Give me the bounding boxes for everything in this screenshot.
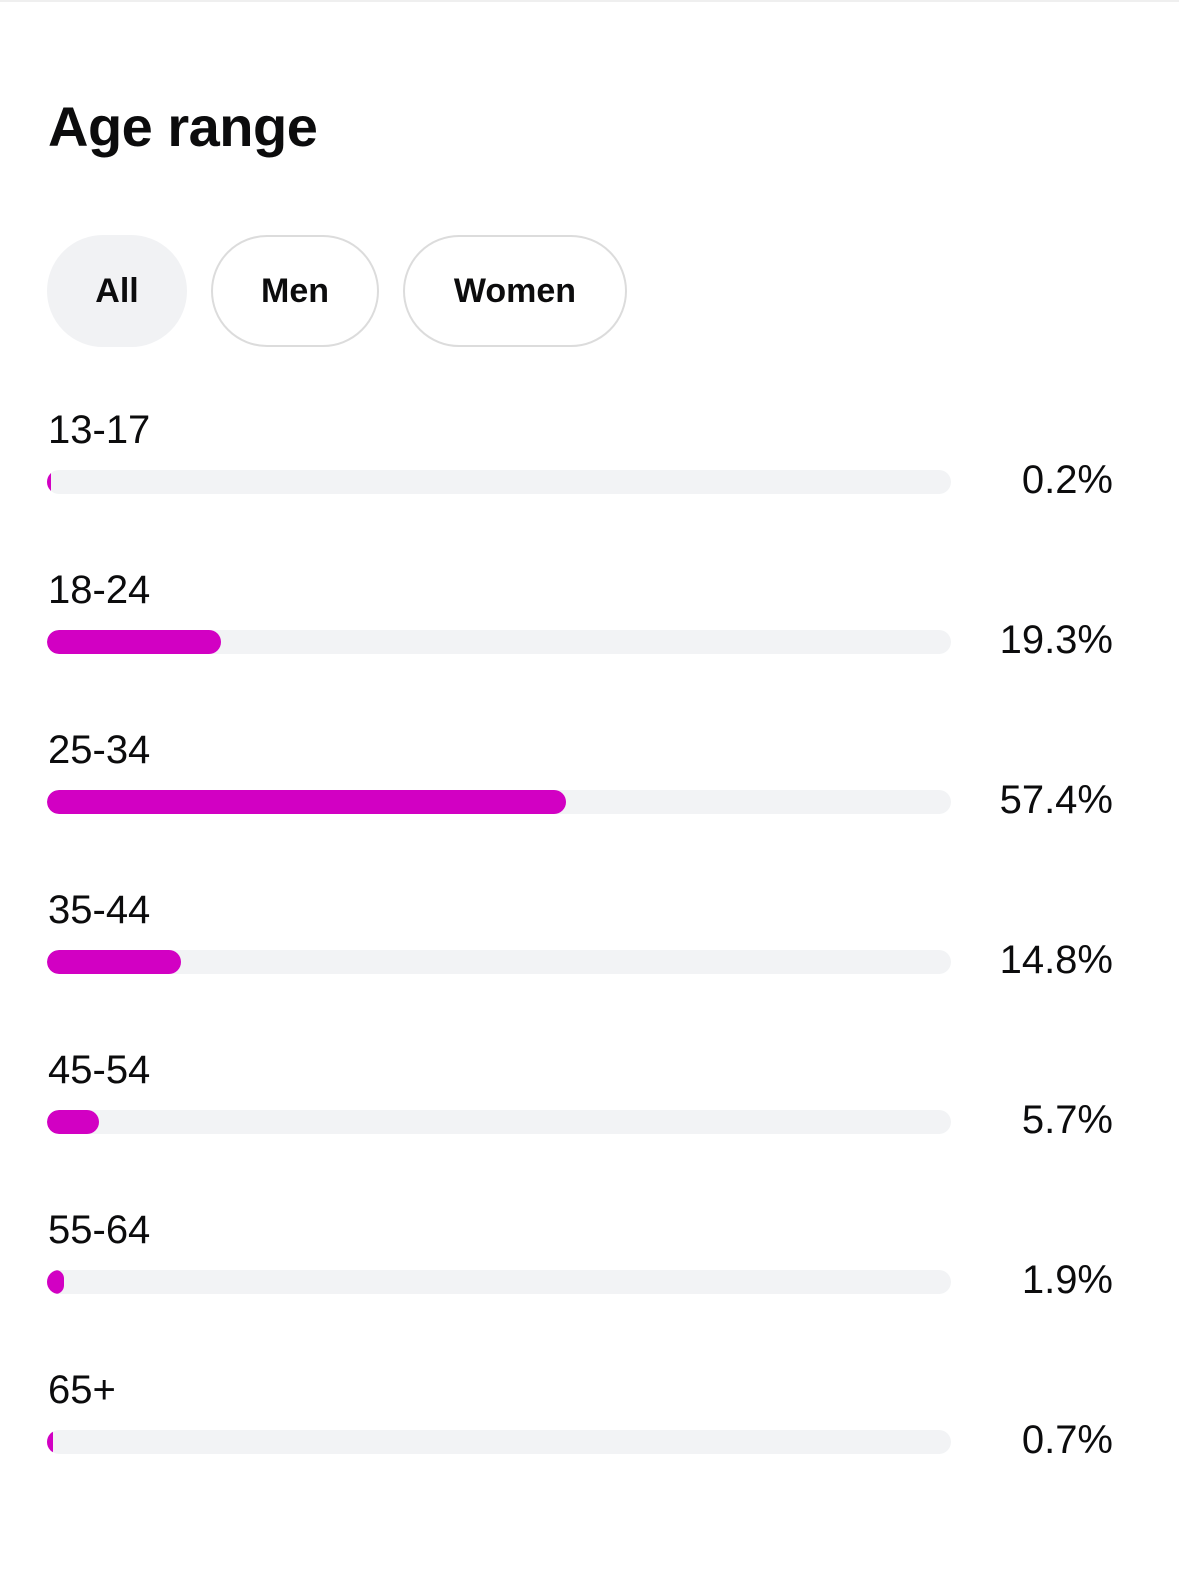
percentage-value: 5.7% bbox=[1021, 1098, 1113, 1142]
percentage-bar-fill bbox=[47, 1110, 99, 1134]
percentage-value: 19.3% bbox=[999, 618, 1113, 662]
percentage-bar-fill bbox=[47, 950, 181, 974]
filter-all-button[interactable]: All bbox=[47, 235, 187, 347]
percentage-bar-fill bbox=[47, 1430, 54, 1454]
percentage-value: 0.2% bbox=[1021, 458, 1113, 502]
percentage-bar-fill bbox=[47, 470, 51, 494]
percentage-bar-track bbox=[47, 950, 951, 974]
percentage-bar-track bbox=[47, 1110, 951, 1134]
percentage-bar-track bbox=[47, 1430, 951, 1454]
age-range-label: 18-24 bbox=[48, 568, 151, 612]
percentage-value: 57.4% bbox=[999, 778, 1113, 822]
percentage-bar-track bbox=[47, 1270, 951, 1294]
age-range-label: 45-54 bbox=[48, 1048, 151, 1092]
percentage-bar-track bbox=[47, 470, 951, 494]
percentage-bar-track bbox=[47, 790, 951, 814]
percentage-value: 0.7% bbox=[1021, 1418, 1113, 1462]
filter-women-button[interactable]: Women bbox=[403, 235, 627, 347]
top-divider bbox=[0, 0, 1179, 2]
percentage-bar-track bbox=[47, 630, 951, 654]
age-range-row: 35-44 14.8% bbox=[0, 888, 1179, 1018]
page-title: Age range bbox=[48, 95, 318, 158]
age-range-row: 18-24 19.3% bbox=[0, 568, 1179, 698]
age-range-row: 13-17 0.2% bbox=[0, 408, 1179, 538]
percentage-bar-fill bbox=[47, 790, 566, 814]
gender-filter-group: All Men Women bbox=[47, 235, 627, 347]
age-range-label: 13-17 bbox=[48, 408, 151, 452]
percentage-value: 14.8% bbox=[999, 938, 1113, 982]
percentage-bar-fill bbox=[47, 1270, 65, 1294]
filter-men-button[interactable]: Men bbox=[211, 235, 379, 347]
age-range-row: 45-54 5.7% bbox=[0, 1048, 1179, 1178]
age-range-row: 25-34 57.4% bbox=[0, 728, 1179, 858]
percentage-value: 1.9% bbox=[1021, 1258, 1113, 1302]
age-range-label: 35-44 bbox=[48, 888, 151, 932]
age-range-row: 65+ 0.7% bbox=[0, 1368, 1179, 1498]
percentage-bar-fill bbox=[47, 630, 222, 654]
age-range-label: 25-34 bbox=[48, 728, 151, 772]
age-range-label: 55-64 bbox=[48, 1208, 151, 1252]
age-range-label: 65+ bbox=[48, 1368, 116, 1412]
age-range-row: 55-64 1.9% bbox=[0, 1208, 1179, 1338]
